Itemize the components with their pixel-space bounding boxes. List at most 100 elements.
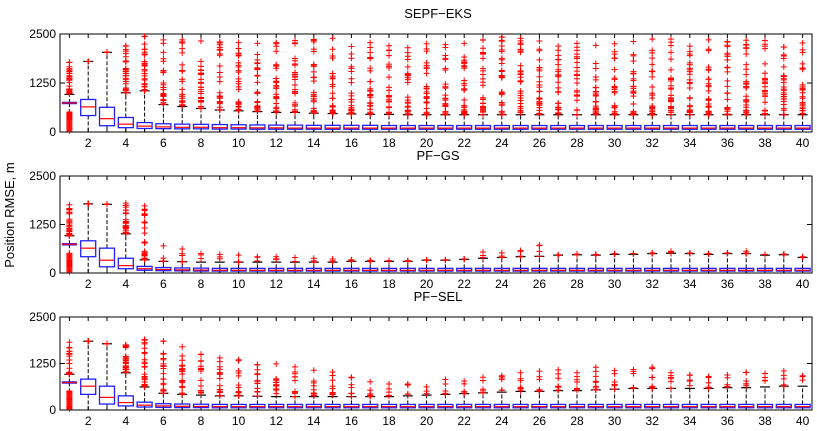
outlier-marker	[160, 376, 167, 383]
outlier-marker	[686, 76, 693, 83]
outlier-marker	[141, 345, 148, 352]
outlier-marker	[310, 257, 317, 264]
outlier-marker	[555, 104, 562, 111]
outlier-marker	[724, 77, 731, 84]
x-tick-label: 2	[85, 277, 92, 291]
x-tick-label: 36	[721, 414, 735, 428]
outlier-marker	[799, 104, 806, 111]
outlier-marker	[198, 95, 204, 102]
x-tick-label: 12	[270, 414, 284, 428]
box-iqr	[775, 124, 792, 130]
outlier-marker	[179, 86, 186, 93]
outlier-marker	[104, 201, 110, 208]
outlier-marker	[780, 44, 787, 51]
box-iqr	[662, 124, 680, 130]
outlier-marker	[235, 369, 242, 376]
x-tick-label: 4	[122, 414, 129, 428]
box-item	[80, 338, 97, 410]
outlier-marker	[705, 104, 712, 111]
outlier-marker	[423, 88, 430, 95]
outlier-marker	[780, 75, 787, 82]
box-iqr	[211, 123, 228, 130]
box-item	[136, 336, 153, 410]
outlier-marker	[235, 62, 242, 69]
box-item	[437, 41, 454, 132]
box-item	[117, 341, 134, 410]
box-item	[98, 49, 116, 132]
outlier-marker	[404, 53, 411, 60]
outlier-marker	[216, 255, 223, 262]
box-iqr	[98, 247, 116, 268]
y-tick-label: 0	[49, 266, 56, 280]
outlier-marker	[780, 101, 787, 108]
outlier-marker	[367, 109, 374, 116]
outlier-marker	[235, 75, 242, 82]
outlier-marker	[141, 60, 148, 67]
outlier-marker	[574, 75, 580, 82]
outlier-marker	[668, 98, 674, 105]
outlier-marker	[85, 338, 92, 345]
box-item	[136, 202, 153, 273]
outlier-marker	[442, 103, 449, 110]
box-item	[418, 256, 435, 273]
outlier-marker	[273, 360, 280, 367]
outlier-marker	[329, 110, 336, 117]
box-iqr	[305, 124, 322, 130]
box-item	[474, 374, 492, 410]
box-item	[230, 356, 247, 410]
outlier-marker	[630, 110, 637, 117]
x-tick-label: 2	[85, 414, 92, 428]
outlier-marker	[743, 50, 750, 57]
outlier-marker	[517, 386, 524, 393]
outlier-marker	[348, 390, 355, 397]
outlier-marker	[254, 254, 261, 261]
outlier-marker	[649, 374, 656, 381]
outlier-marker	[292, 393, 298, 400]
outlier-marker	[386, 61, 392, 68]
box-item	[794, 372, 811, 410]
outlier-marker	[348, 90, 355, 97]
outlier-marker	[198, 358, 204, 365]
box-item	[738, 248, 755, 273]
x-tick-label: 6	[160, 277, 167, 291]
outlier-marker	[517, 67, 524, 74]
outlier-marker	[66, 232, 73, 239]
x-tick-label: 24	[495, 277, 509, 291]
outlier-marker	[536, 387, 543, 394]
outlier-marker	[705, 87, 712, 94]
outlier-marker	[649, 103, 656, 110]
box-item	[550, 366, 567, 410]
box-iqr	[286, 124, 304, 130]
outlier-marker	[592, 103, 599, 110]
outlier-marker	[235, 50, 242, 57]
x-tick-label: 18	[382, 136, 396, 150]
outlier-marker	[310, 386, 317, 393]
outlier-marker	[480, 71, 486, 78]
outlier-marker	[160, 49, 167, 56]
outlier-marker	[198, 38, 204, 45]
box-iqr	[456, 124, 473, 130]
outlier-marker	[705, 250, 712, 257]
outlier-marker	[762, 377, 768, 384]
outlier-marker	[705, 374, 712, 381]
outlier-marker	[198, 382, 204, 389]
outlier-marker	[724, 90, 731, 97]
outlier-marker	[310, 78, 317, 85]
x-tick-label: 32	[646, 277, 660, 291]
box-iqr	[512, 124, 529, 130]
outlier-marker	[592, 76, 599, 83]
box-item	[324, 256, 341, 273]
outlier-marker	[592, 368, 599, 375]
y-tick-label: 1250	[29, 218, 56, 232]
outlier-marker	[743, 250, 750, 257]
outlier-marker	[141, 239, 148, 246]
outlier-marker	[273, 48, 280, 55]
x-tick-label: 20	[420, 136, 434, 150]
x-tick-label: 40	[796, 277, 810, 291]
outlier-marker	[66, 356, 73, 363]
outlier-marker	[216, 363, 223, 370]
outlier-marker	[649, 61, 656, 68]
outlier-marker	[329, 95, 336, 102]
outlier-marker	[235, 98, 242, 105]
